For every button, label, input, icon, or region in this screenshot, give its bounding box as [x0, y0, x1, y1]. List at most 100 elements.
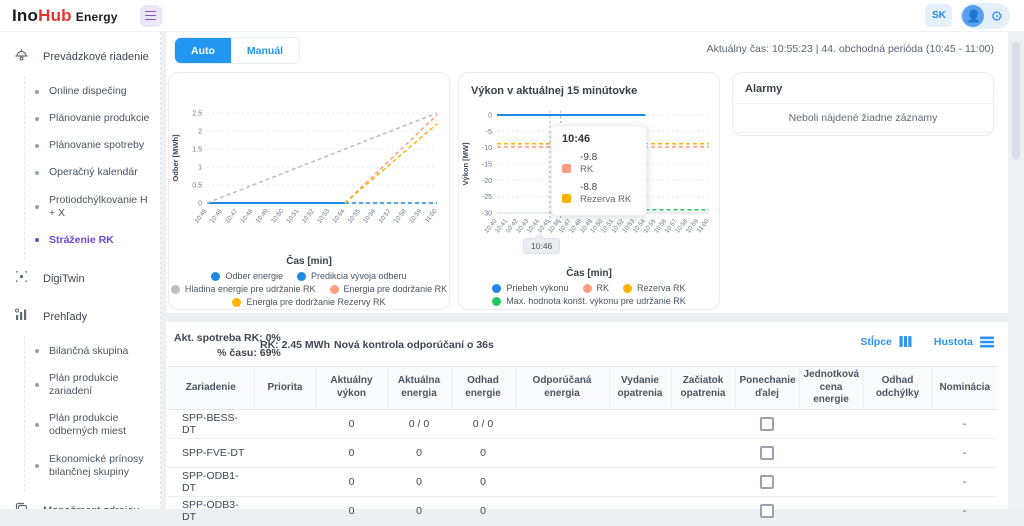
legend-item[interactable]: Rezerva RK — [623, 283, 686, 293]
sidebar-item[interactable]: Ekonomické prínosy bilančnej skupiny — [25, 446, 160, 486]
devices-table: Zariadenie Priorita Aktuálny výkon Aktuálna… — [168, 366, 997, 526]
sidebar-item[interactable]: Plánovanie produkcie — [25, 105, 160, 132]
sidebar-section-1[interactable]: DigiTwin — [0, 260, 160, 298]
sidebar-item[interactable]: Plánovanie spotreby — [25, 132, 160, 159]
legend-item[interactable]: Odber energie — [211, 271, 283, 281]
density-button[interactable]: Hustota — [934, 335, 994, 348]
section-separator — [166, 313, 1008, 322]
sidebar-item[interactable]: Protiodchýlkovanie H + X — [25, 187, 160, 227]
cell-zariadenie: SPP-FVE-DT — [168, 438, 254, 468]
cell-vydanie_opatrenia — [609, 409, 671, 439]
svg-text:10:50: 10:50 — [270, 208, 286, 225]
logo-ino: Ino — [12, 5, 39, 25]
svg-text:1: 1 — [198, 165, 202, 172]
main-content: Auto Manuál Aktuálny čas: 10:55:23 | 44.… — [166, 32, 1008, 526]
sidebar-item[interactable]: Online dispečing — [25, 78, 160, 105]
sidebar-section-label: Manažment zdrojov — [43, 505, 139, 509]
topbar: Auto Manuál Aktuálny čas: 10:55:23 | 44.… — [166, 32, 1008, 70]
sidebar-item[interactable]: Stráženie RK — [25, 227, 160, 254]
reports-icon — [14, 307, 29, 327]
keep-checkbox[interactable] — [760, 503, 774, 518]
legend-item[interactable]: Max. hodnota konšt. výkonu pre udržanie … — [492, 296, 686, 306]
svg-text:-25: -25 — [482, 194, 492, 201]
columns-icon — [899, 336, 912, 347]
sidebar-section-0[interactable]: Prevádzkové riadenie — [0, 38, 160, 76]
sidebar-item[interactable]: Plán produkcie odberných miest — [25, 405, 160, 445]
cell-nominacia: - — [932, 409, 997, 439]
legend-item[interactable]: Energia pre dodržanie Rezervy RK — [232, 297, 386, 307]
legend-item[interactable]: RK — [582, 283, 609, 293]
hamburger-icon[interactable] — [139, 4, 162, 27]
svg-text:10:56: 10:56 — [362, 208, 378, 225]
sidebar-section-3[interactable]: Manažment zdrojov — [0, 492, 160, 509]
gear-icon[interactable]: ⚙ — [990, 7, 1003, 24]
cell-aktualna_energia: 0 — [387, 496, 451, 526]
column-header-aktualny_vykon[interactable]: Aktuálny výkon — [316, 366, 388, 410]
legend-swatch — [582, 283, 592, 293]
sidebar-item[interactable]: Operačný kalendár — [25, 159, 160, 186]
column-header-zaciatok_opatrenia[interactable]: Začiatok opatrenia — [671, 366, 736, 410]
legend-item[interactable]: Energia pre dodržanie RK — [329, 284, 447, 294]
app-header: Ino Hub Energy SK 👤 ⚙ — [0, 0, 1024, 32]
column-header-odporucana_energia[interactable]: Odporúčaná energia — [515, 366, 610, 410]
legend-swatch — [232, 297, 242, 307]
tab-manual[interactable]: Manuál — [230, 38, 300, 63]
column-header-vydanie_opatrenia[interactable]: Vydanie opatrenia — [609, 366, 672, 410]
column-header-zariadenie[interactable]: Zariadenie — [168, 366, 255, 410]
digitwin-icon — [14, 269, 29, 289]
cell-zariadenie: SPP-BESS-DT — [168, 409, 254, 439]
table-controls: Akt. spotreba RK: 0% % času: 69% RK: 2.4… — [166, 324, 1008, 364]
sidebar-section-label: Prevádzkové riadenie — [43, 51, 149, 63]
legend-swatch — [170, 284, 180, 294]
svg-text:10:54: 10:54 — [331, 208, 347, 225]
sidebar-section-label: Prehľady — [43, 310, 88, 323]
operations-icon — [14, 47, 29, 67]
keep-checkbox[interactable] — [760, 445, 774, 460]
column-header-ponechanie_dalej[interactable]: Ponechanie ďalej — [735, 366, 800, 410]
table-row: SPP-FVE-DT 0 0 0- — [168, 438, 997, 468]
tab-auto[interactable]: Auto — [175, 38, 231, 63]
columns-button[interactable]: Stĺpce — [860, 335, 912, 348]
consumption-chart-svg[interactable]: 00.511.522.510:45 10:46 10:47 10:48 10:49 10:… — [169, 99, 449, 249]
legend-item[interactable]: Priebeh výkonu — [492, 283, 569, 293]
cell-aktualny_vykon: 0 — [316, 496, 387, 526]
sidebar-item[interactable]: Plán produkcie zariadení — [25, 365, 160, 405]
column-header-aktualna_energia[interactable]: Aktuálna energia — [387, 366, 452, 410]
keep-checkbox[interactable] — [760, 416, 774, 431]
svg-text:Výkon [MW]: Výkon [MW] — [461, 142, 470, 185]
cell-aktualna_energia: 0 / 0 — [387, 409, 451, 439]
cell-zaciatok_opatrenia — [671, 409, 735, 439]
cell-odhad_energie: 0 — [451, 438, 515, 468]
cell-aktualny_vykon: 0 — [316, 467, 387, 497]
svg-text:-5: -5 — [486, 129, 492, 136]
power-chart-svg[interactable]: 0-5-10-15-20-25-3010:4010:4110:4210:4310… — [459, 103, 719, 261]
sidebar-section-2[interactable]: Prehľady — [0, 298, 160, 336]
chart-tooltip: 10:46 -9.8 RK -8.8 Rezerva RK — [551, 125, 647, 216]
logo-hub: Hub — [38, 5, 72, 25]
cell-nominacia: - — [932, 496, 997, 526]
column-header-odhad_odchylky[interactable]: Odhad odchýlky — [863, 366, 933, 410]
avatar-icon[interactable]: 👤 — [962, 4, 985, 27]
column-header-odhad_energie[interactable]: Odhad energie — [451, 366, 516, 410]
page-scrollbar[interactable] — [1008, 32, 1024, 509]
column-header-jednotkova_cena[interactable]: Jednotková cena energie — [799, 366, 864, 410]
legend-item[interactable]: Hladina energie pre udržanie RK — [170, 284, 316, 294]
sidebar-item[interactable]: Bilančná skupina — [25, 338, 160, 365]
cell-jednotkova_cena — [799, 467, 863, 497]
cell-jednotkova_cena — [799, 409, 863, 439]
svg-text:11:00: 11:00 — [696, 218, 711, 235]
rk-consumption-info: Akt. spotreba RK: 0% % času: 69% — [174, 332, 281, 360]
language-button[interactable]: SK — [925, 4, 953, 27]
svg-text:-10: -10 — [482, 145, 492, 152]
legend-item[interactable]: Predikcia vývoja odberu — [296, 271, 407, 281]
legend-swatch — [211, 271, 221, 281]
cell-zariadenie: SPP-ODB1-DT — [168, 467, 254, 497]
keep-checkbox[interactable] — [760, 474, 774, 489]
legend-swatch — [492, 296, 502, 306]
column-header-nominacia[interactable]: Nominácia — [932, 366, 997, 410]
scrollbar-thumb[interactable] — [1012, 42, 1020, 160]
svg-text:2: 2 — [198, 129, 202, 136]
column-header-priorita[interactable]: Priorita — [254, 366, 317, 410]
svg-text:0.5: 0.5 — [192, 183, 202, 190]
svg-text:0: 0 — [198, 201, 202, 208]
